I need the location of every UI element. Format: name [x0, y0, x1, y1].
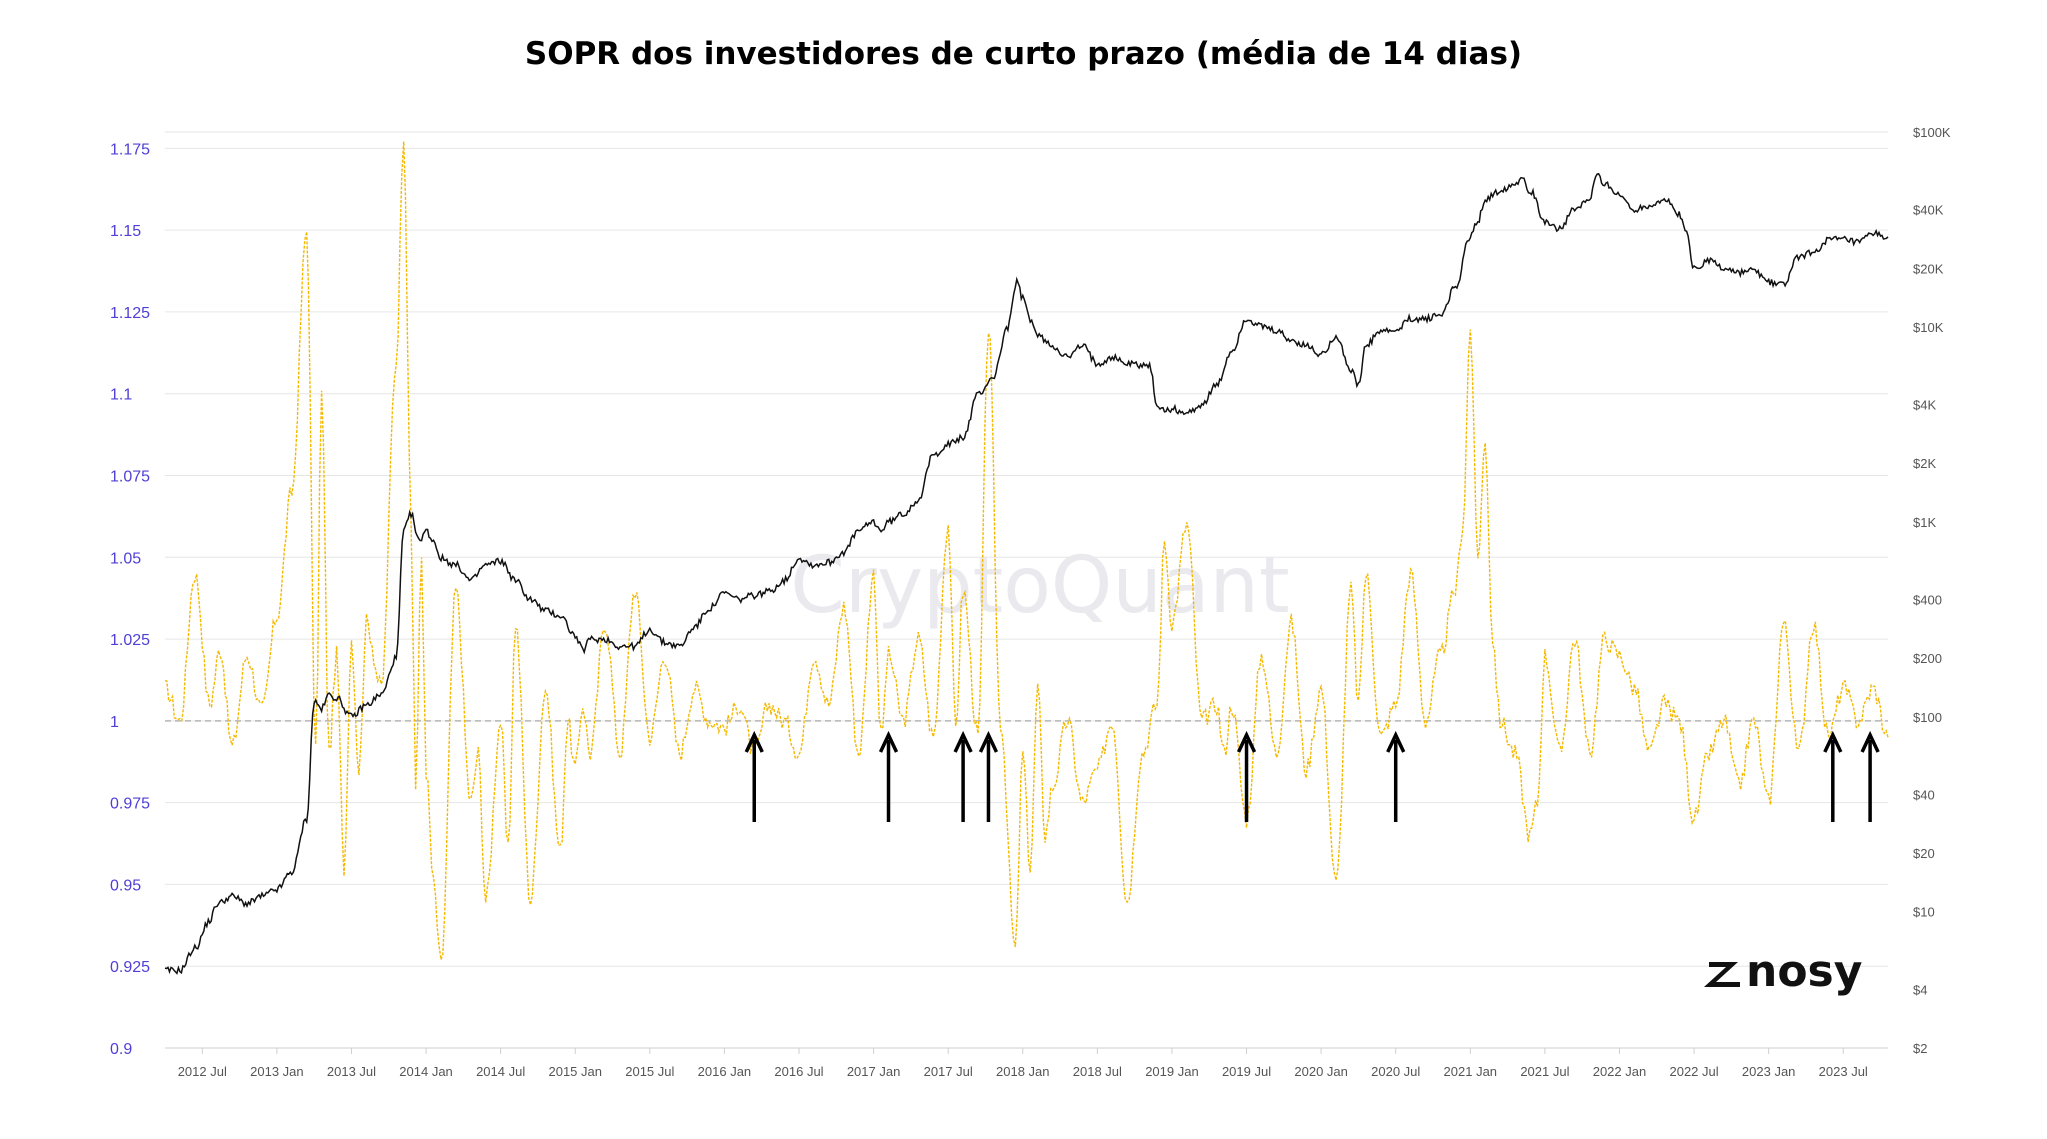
arrow-icon — [744, 730, 764, 822]
left-axis: 0.9 0.925 0.95 0.975 1 1.025 1.05 1.075 1.1 1.125… — [110, 141, 150, 1058]
right-tick-label: $100 — [1913, 710, 1942, 725]
right-tick-label: $40 — [1913, 787, 1935, 802]
nosy-logo: nosy — [1704, 946, 1862, 997]
series-sopr-line — [164, 141, 1889, 960]
x-tick-label: 2020 Jul — [1371, 1064, 1420, 1079]
x-tick-label: 2015 Jan — [548, 1064, 602, 1079]
series-price-line — [164, 172, 1889, 975]
arrow-icon — [1860, 730, 1880, 822]
arrow-icon — [978, 730, 999, 822]
arrow-head — [1823, 730, 1843, 753]
arrow-head — [1236, 730, 1257, 753]
arrow-icon — [953, 730, 973, 822]
x-tick-label: 2017 Jul — [924, 1064, 973, 1079]
x-tick-label: 2019 Jan — [1145, 1064, 1199, 1079]
x-tick-label: 2013 Jul — [327, 1064, 376, 1079]
arrow-head — [978, 730, 999, 753]
arrow-head — [1860, 730, 1880, 753]
arrow-icon — [1386, 730, 1406, 822]
x-tick-label: 2020 Jan — [1294, 1064, 1348, 1079]
x-axis: 2012 Jul 2013 Jan 2013 Jul 2014 Jan 2014 Jul… — [165, 1047, 1888, 1079]
x-tick-label: 2016 Jan — [698, 1064, 752, 1079]
x-tick-label: 2023 Jan — [1742, 1064, 1796, 1079]
x-tick-label: 2017 Jan — [847, 1064, 901, 1079]
right-tick-label: $200 — [1913, 651, 1942, 666]
left-tick-label: 1.175 — [110, 141, 150, 158]
left-tick-label: 1.15 — [110, 223, 141, 240]
right-tick-label: $2K — [1913, 456, 1936, 471]
x-tick-label: 2014 Jul — [476, 1064, 525, 1079]
left-tick-label: 0.95 — [110, 877, 141, 894]
x-tick-label: 2013 Jan — [250, 1064, 304, 1079]
x-tick-label: 2015 Jul — [625, 1064, 674, 1079]
x-tick-label: 2016 Jul — [774, 1064, 823, 1079]
nosy-logo-mark-icon — [1704, 962, 1740, 987]
x-tick-label: 2021 Jan — [1444, 1064, 1498, 1079]
left-tick-label: 0.9 — [110, 1041, 132, 1058]
right-tick-label: $400 — [1913, 592, 1942, 607]
logo-text: nosy — [1746, 946, 1862, 997]
arrow-head — [953, 730, 973, 753]
x-tick-label: 2021 Jul — [1520, 1064, 1569, 1079]
left-tick-label: 1.125 — [110, 305, 150, 322]
right-tick-label: $100K — [1913, 125, 1951, 140]
chart-title: SOPR dos investidores de curto prazo (mé… — [524, 36, 1523, 72]
x-tick-label: 2022 Jan — [1593, 1064, 1647, 1079]
x-tick-label: 2018 Jan — [996, 1064, 1050, 1079]
arrow-icon — [1236, 730, 1257, 822]
watermark: CryptoQuant — [790, 541, 1289, 631]
right-tick-label: $2 — [1913, 1041, 1927, 1056]
x-tick-label: 2018 Jul — [1073, 1064, 1122, 1079]
left-tick-label: 1 — [110, 714, 119, 731]
x-tick-label: 2012 Jul — [178, 1064, 227, 1079]
arrow-icon — [878, 730, 899, 822]
left-tick-label: 0.975 — [110, 796, 150, 813]
right-tick-label: $10K — [1913, 320, 1944, 335]
arrow-head — [744, 730, 764, 753]
left-tick-label: 1.075 — [110, 469, 150, 486]
arrow-head — [878, 730, 899, 753]
arrow-icon — [1823, 730, 1843, 822]
right-tick-label: $20K — [1913, 261, 1944, 276]
right-tick-label: $10 — [1913, 905, 1935, 920]
right-tick-label: $4K — [1913, 398, 1936, 413]
arrow-head — [1386, 730, 1406, 753]
left-tick-label: 1.1 — [110, 387, 132, 404]
left-tick-label: 1.05 — [110, 550, 141, 567]
right-tick-label: $20 — [1913, 846, 1935, 861]
left-tick-label: 1.025 — [110, 632, 150, 649]
series-layer — [164, 141, 1889, 975]
right-tick-label: $40K — [1913, 203, 1944, 218]
x-tick-label: 2014 Jan — [399, 1064, 453, 1079]
left-tick-label: 0.925 — [110, 959, 150, 976]
x-tick-label: 2019 Jul — [1222, 1064, 1271, 1079]
right-tick-label: $4 — [1913, 982, 1927, 997]
arrow-layer — [744, 730, 1880, 822]
right-axis: $2 $4 $10 $20 $40 $100 $200 $400 $1K $2K $4K $10K $2… — [1913, 125, 1951, 1056]
x-tick-label: 2023 Jul — [1819, 1064, 1868, 1079]
x-tick-label: 2022 Jul — [1669, 1064, 1718, 1079]
right-tick-label: $1K — [1913, 515, 1936, 530]
